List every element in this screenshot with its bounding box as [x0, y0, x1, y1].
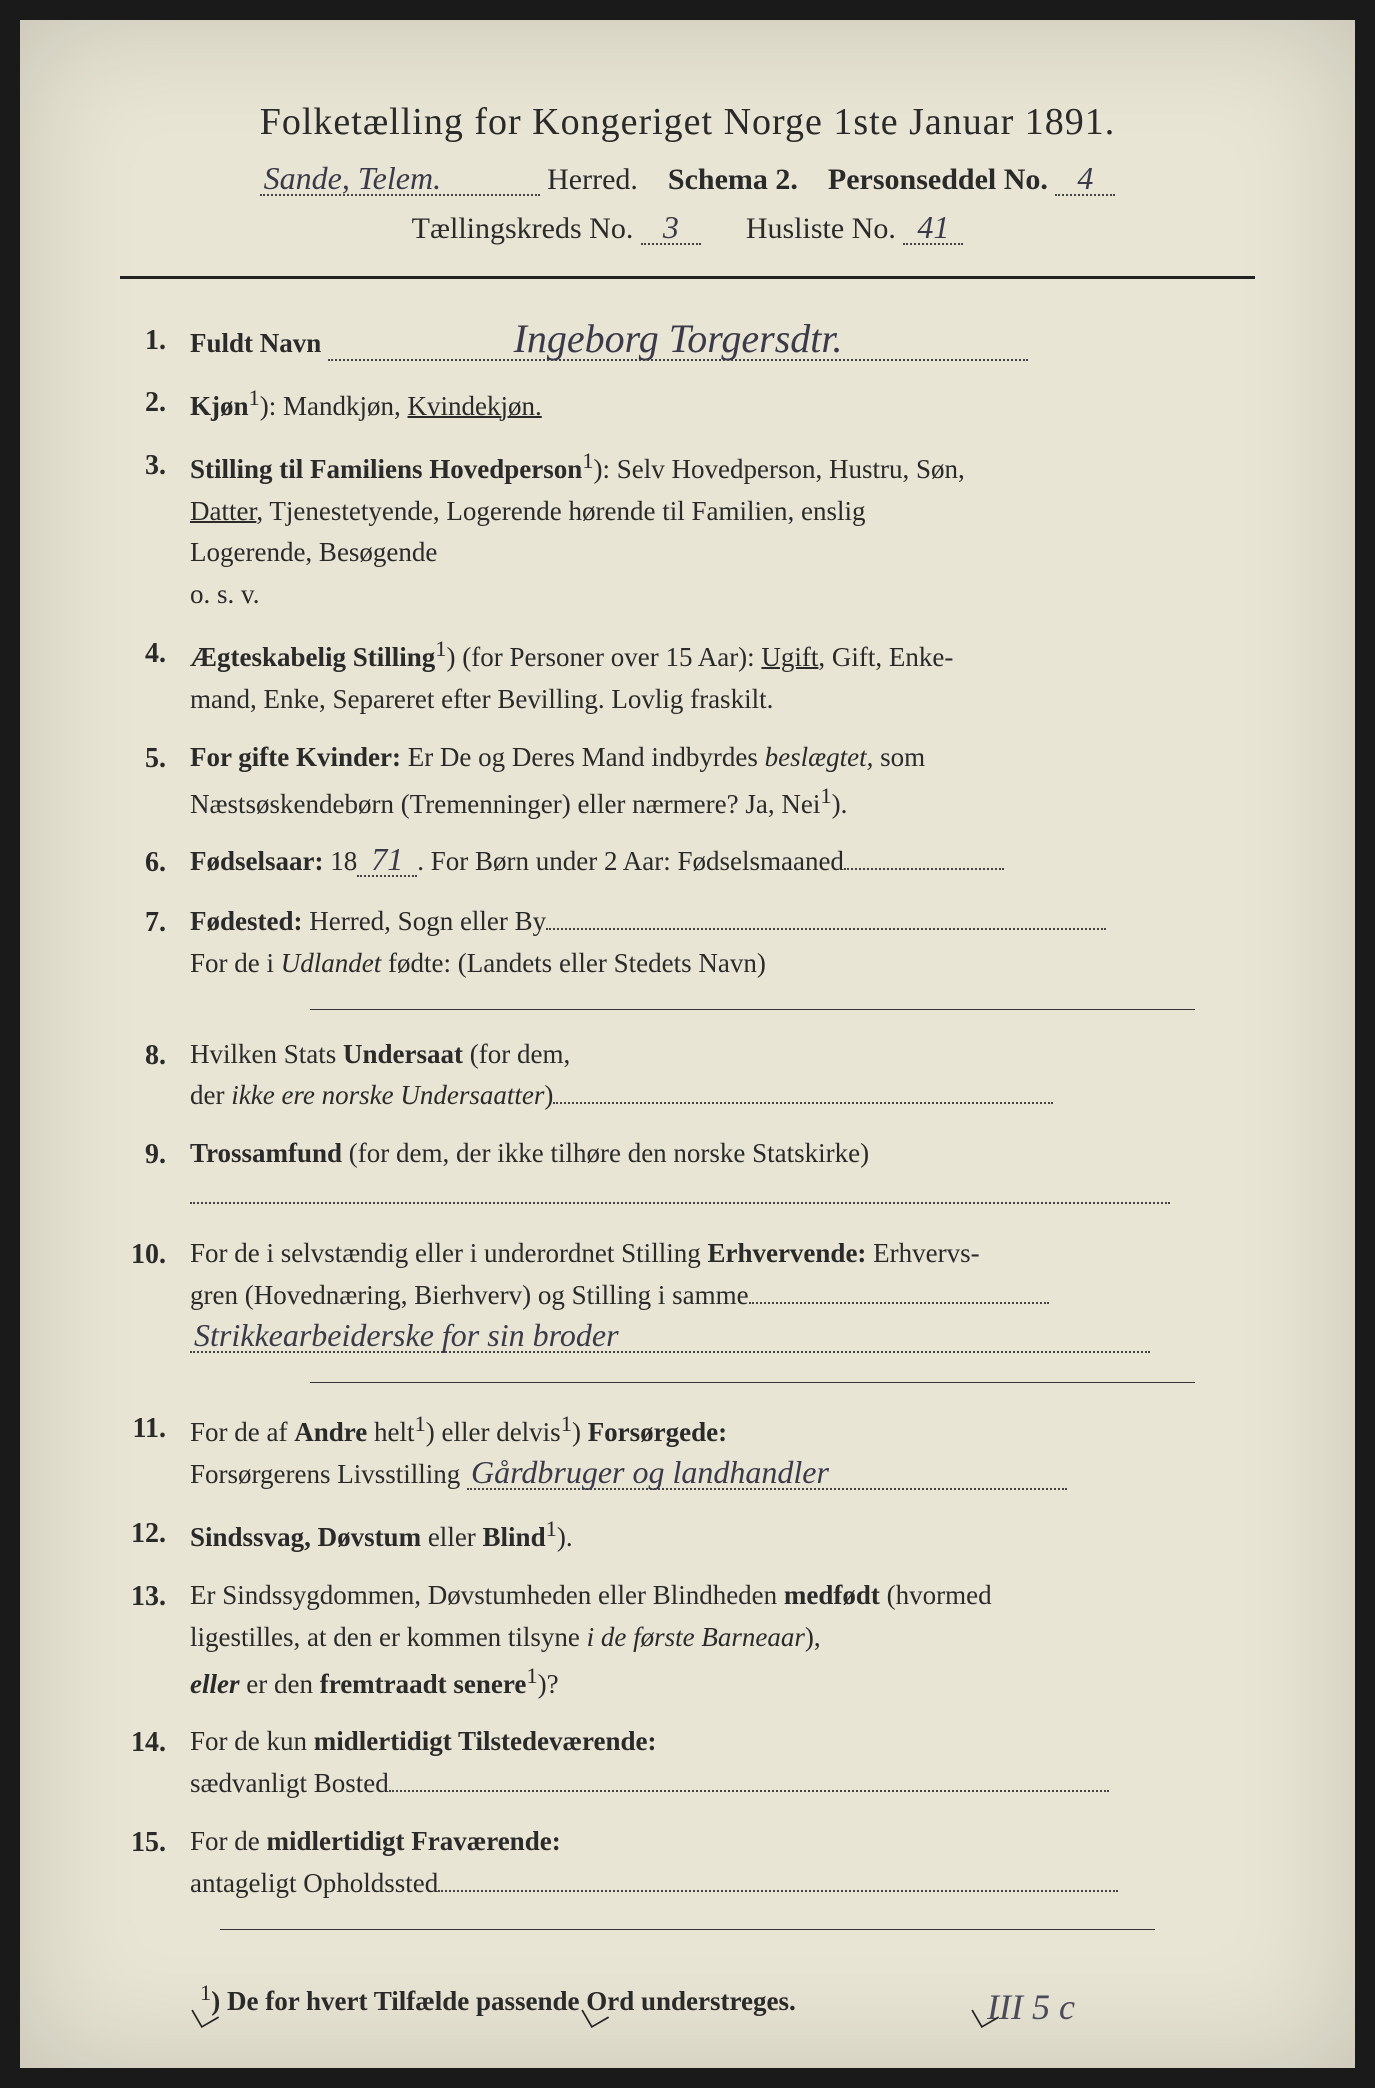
- entry-num: 4.: [120, 632, 190, 675]
- entry-num: 10.: [120, 1233, 190, 1276]
- divider-top: [120, 276, 1255, 279]
- entry-8: 8. Hvilken Stats Undersaat (for dem, der…: [120, 1034, 1255, 1118]
- census-form-page: Folketælling for Kongeriget Norge 1ste J…: [20, 20, 1355, 2068]
- entry-11: 11. For de af Andre helt1) eller delvis1…: [120, 1407, 1255, 1496]
- entry-num: 1.: [120, 319, 190, 362]
- birthyear-value: 71: [357, 843, 417, 877]
- provider-value: Gårdbruger og landhandler: [467, 1456, 1067, 1490]
- entry-13: 13. Er Sindssygdommen, Døvstumheden elle…: [120, 1575, 1255, 1706]
- header-row-2: Tællingskreds No. 3 Husliste No. 41: [120, 211, 1255, 246]
- kreds-label: Tællingskreds No.: [412, 212, 634, 245]
- entries-list: 1. Fuldt Navn Ingeborg Torgersdtr. 2. Kj…: [120, 319, 1255, 1905]
- marital-underlined: Ugift: [761, 642, 818, 672]
- entry-num: 6.: [120, 841, 190, 884]
- entry-14: 14. For de kun midlertidigt Tilstedevære…: [120, 1721, 1255, 1805]
- entry-label: Fuldt Navn: [190, 328, 321, 358]
- entry-num: 15.: [120, 1821, 190, 1864]
- occupation-value: Strikkearbeiderske for sin broder: [190, 1319, 1150, 1353]
- entry-num: 14.: [120, 1721, 190, 1764]
- entry-num: 9.: [120, 1133, 190, 1176]
- entry-num: 2.: [120, 381, 190, 424]
- personseddel-value: 4: [1055, 162, 1115, 196]
- relation-underlined: Datter: [190, 496, 256, 526]
- husliste-value: 41: [903, 211, 963, 245]
- entry-num: 5.: [120, 737, 190, 780]
- entry-4: 4. Ægteskabelig Stilling1) (for Personer…: [120, 632, 1255, 721]
- header-row-1: Sande, Telem. Herred. Schema 2. Personse…: [120, 162, 1255, 197]
- entry-9: 9. Trossamfund (for dem, der ikke tilhør…: [120, 1133, 1255, 1217]
- divider-mid-1: [310, 1009, 1195, 1010]
- name-value: Ingeborg Torgersdtr.: [328, 319, 1028, 361]
- schema-label: Schema 2.: [668, 163, 798, 196]
- entry-num: 7.: [120, 901, 190, 944]
- entry-15: 15. For de midlertidigt Fraværende: anta…: [120, 1821, 1255, 1905]
- entry-num: 8.: [120, 1034, 190, 1077]
- divider-bottom: [220, 1929, 1155, 1930]
- husliste-label: Husliste No.: [746, 212, 896, 245]
- form-title: Folketælling for Kongeriget Norge 1ste J…: [120, 100, 1255, 144]
- sex-underlined: Kvindekjøn.: [408, 391, 542, 421]
- personseddel-label: Personseddel No.: [828, 163, 1048, 196]
- entry-1: 1. Fuldt Navn Ingeborg Torgersdtr.: [120, 319, 1255, 365]
- entry-num: 11.: [120, 1407, 190, 1450]
- herred-value: Sande, Telem.: [260, 162, 540, 196]
- binding-mark-icon: ⌵: [184, 1988, 225, 2041]
- entry-num: 13.: [120, 1575, 190, 1618]
- entry-num: 12.: [120, 1512, 190, 1555]
- entry-12: 12. Sindssvag, Døvstum eller Blind1).: [120, 1512, 1255, 1559]
- entry-5: 5. For gifte Kvinder: Er De og Deres Man…: [120, 737, 1255, 826]
- kreds-value: 3: [641, 211, 701, 245]
- divider-mid-2: [310, 1382, 1195, 1383]
- herred-label: Herred.: [547, 163, 638, 196]
- entry-10: 10. For de i selvstændig eller i underor…: [120, 1233, 1255, 1359]
- entry-num: 3.: [120, 444, 190, 487]
- entry-2: 2. Kjøn1): Mandkjøn, Kvindekjøn.: [120, 381, 1255, 428]
- entry-6: 6. Fødselsaar: 1871. For Børn under 2 Aa…: [120, 841, 1255, 884]
- footnote: 1) De for hvert Tilfælde passende Ord un…: [200, 1980, 1255, 2017]
- entry-7: 7. Fødested: Herred, Sogn eller By For d…: [120, 901, 1255, 985]
- entry-3: 3. Stilling til Familiens Hovedperson1):…: [120, 444, 1255, 616]
